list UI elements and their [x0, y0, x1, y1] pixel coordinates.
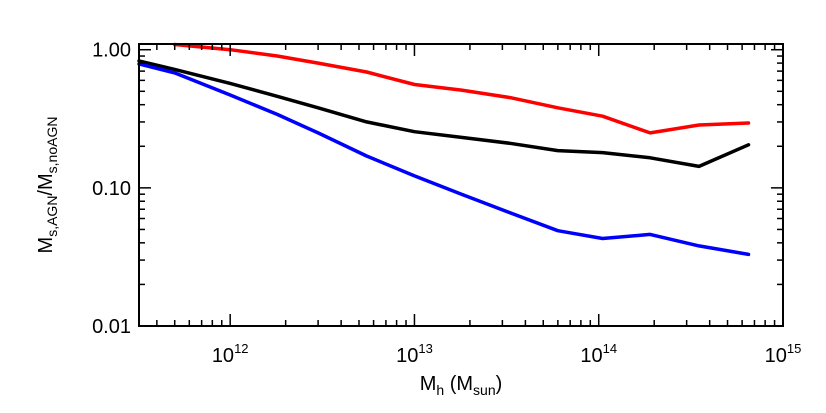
x-axis-title-close: ) [496, 373, 503, 395]
x-axis-title-main: M [420, 373, 437, 395]
x-tick-label-base: 10 [396, 345, 418, 367]
x-axis-title-paren: (M [444, 373, 473, 395]
ticks-layer [139, 44, 784, 327]
y-tick-label: 0.10 [92, 178, 131, 200]
x-tick-label-exponent: 14 [603, 341, 617, 356]
y-axis-title: Ms,AGN/Ms,noAGN [35, 117, 60, 254]
series-line-2 [137, 59, 751, 169]
x-tick-label: 1014 [580, 341, 617, 367]
x-axis-title-sub: h [436, 382, 444, 398]
x-tick-label-base: 10 [580, 345, 602, 367]
x-tick-label-base: 10 [765, 345, 787, 367]
x-tick-label-exponent: 13 [418, 341, 432, 356]
plot-frame [138, 43, 784, 327]
x-tick-label-exponent: 15 [787, 341, 801, 356]
y-tick-label: 1.00 [92, 40, 131, 62]
x-tick-label-base: 10 [212, 345, 234, 367]
x-axis-title-paren-sub: sun [473, 382, 496, 398]
x-tick-label-exponent: 12 [234, 341, 248, 356]
y-axis-title-sub2: s,noAGN [44, 117, 60, 174]
x-tick-label: 1015 [765, 341, 802, 367]
series-line-1 [172, 42, 751, 135]
x-tick-label: 1012 [212, 341, 249, 367]
y-axis-title-m1: M [35, 237, 57, 254]
x-axis-title: Mh (Msun) [420, 373, 503, 398]
y-tick-label: 0.01 [92, 316, 131, 338]
series-layer [137, 42, 751, 257]
x-tick-label: 1013 [396, 341, 433, 367]
y-axis-title-slash: /M [35, 173, 57, 195]
series-line-3 [137, 62, 751, 257]
y-axis-title-sub1: s,AGN [44, 196, 60, 237]
